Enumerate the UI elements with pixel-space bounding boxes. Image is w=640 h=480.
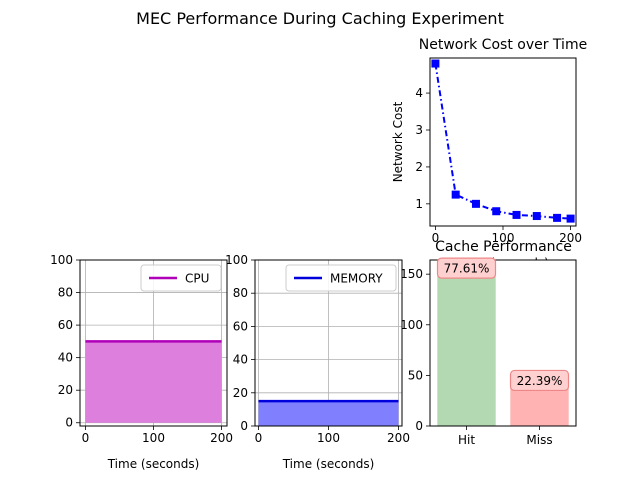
network-title: Network Cost over Time bbox=[419, 37, 587, 53]
memory-y-tick-label: 100 bbox=[225, 253, 248, 267]
cpu-y-tick-label: 80 bbox=[58, 286, 73, 300]
cache-title: Cache Performance bbox=[435, 239, 572, 255]
network-data-point bbox=[431, 59, 440, 68]
cpu-y-tick-label: 0 bbox=[65, 416, 73, 430]
cpu-x-tick-label: 200 bbox=[210, 431, 233, 445]
network-y-axis-label: Network Cost bbox=[391, 101, 405, 182]
network-data-point bbox=[512, 210, 521, 219]
network-x-tick-label: 200 bbox=[559, 231, 582, 245]
network-plot-background bbox=[430, 58, 576, 226]
memory-y-tick-label: 0 bbox=[240, 419, 248, 433]
cache-x-tick-label: Miss bbox=[526, 433, 552, 447]
memory-x-tick-label: 0 bbox=[255, 431, 263, 445]
memory-legend bbox=[285, 264, 397, 292]
cpu-y-tick-label: 60 bbox=[58, 318, 73, 332]
cpu-x-tick-label: 100 bbox=[142, 431, 165, 445]
memory-chart: 0 100 200 0 20 40 60 80 100 MEMORY Time (seconds) bbox=[225, 253, 410, 471]
cache-data-label-box bbox=[436, 257, 497, 279]
cpu-y-tick-label: 20 bbox=[58, 383, 73, 397]
cache-y-tick-label: 50 bbox=[408, 368, 423, 382]
network-x-tick-label: 100 bbox=[492, 231, 515, 245]
memory-y-tick-label: 80 bbox=[233, 286, 248, 300]
network-data-point bbox=[566, 214, 575, 223]
cpu-legend bbox=[140, 264, 222, 292]
cpu-y-tick-label: 40 bbox=[58, 351, 73, 365]
memory-x-tick-label: 200 bbox=[387, 431, 410, 445]
network-data-point bbox=[532, 212, 541, 221]
cpu-y-tick-label: 100 bbox=[50, 253, 73, 267]
memory-x-axis-label: Time (seconds) bbox=[282, 457, 375, 471]
memory-y-tick-label: 40 bbox=[233, 353, 248, 367]
cache-y-tick-label: 100 bbox=[400, 318, 423, 332]
cache-data-label: 77.61% bbox=[444, 262, 490, 276]
cache-axes-frame bbox=[429, 259, 577, 427]
cpu-legend-label: CPU bbox=[185, 272, 209, 286]
cache-data-label-box bbox=[509, 369, 570, 392]
cpu-x-axis-label: Time (seconds) bbox=[107, 457, 200, 471]
figure-title: MEC Performance During Caching Experimen… bbox=[136, 9, 504, 28]
cache-x-tick-label: Hit bbox=[458, 433, 475, 447]
network-x-tick-label: 0 bbox=[432, 231, 440, 245]
memory-y-tick-label: 20 bbox=[233, 386, 248, 400]
network-data-point bbox=[492, 207, 501, 216]
memory-legend-label: MEMORY bbox=[330, 272, 383, 286]
cpu-x-tick-label: 0 bbox=[82, 431, 90, 445]
network-y-tick-label: 4 bbox=[415, 86, 423, 100]
memory-area-fill bbox=[258, 401, 399, 426]
memory-axes-frame bbox=[254, 259, 403, 427]
network-data-point bbox=[471, 199, 480, 208]
network-data-point bbox=[451, 190, 460, 199]
cpu-area-fill bbox=[85, 341, 222, 423]
memory-y-tick-label: 60 bbox=[233, 319, 248, 333]
network-data-point bbox=[553, 213, 562, 222]
network-y-tick-label: 2 bbox=[415, 160, 423, 174]
network-y-tick-label: 3 bbox=[415, 123, 423, 137]
memory-x-tick-label: 100 bbox=[317, 431, 340, 445]
network-y-tick-label: 1 bbox=[415, 197, 423, 211]
cache-y-tick-label: 150 bbox=[400, 267, 423, 281]
cpu-chart: 0 100 200 0 20 40 60 80 100 CPU Time (seconds) bbox=[50, 253, 233, 471]
cache-data-label: 22.39% bbox=[517, 374, 563, 388]
cache-bar-hit bbox=[437, 268, 496, 426]
cache-performance-chart: Hit Miss 0 50 100 150 77.61% 22.39% Cache Perfor… bbox=[400, 239, 577, 447]
cpu-axes-frame bbox=[79, 259, 228, 427]
cache-y-tick-label: 0 bbox=[415, 419, 423, 433]
